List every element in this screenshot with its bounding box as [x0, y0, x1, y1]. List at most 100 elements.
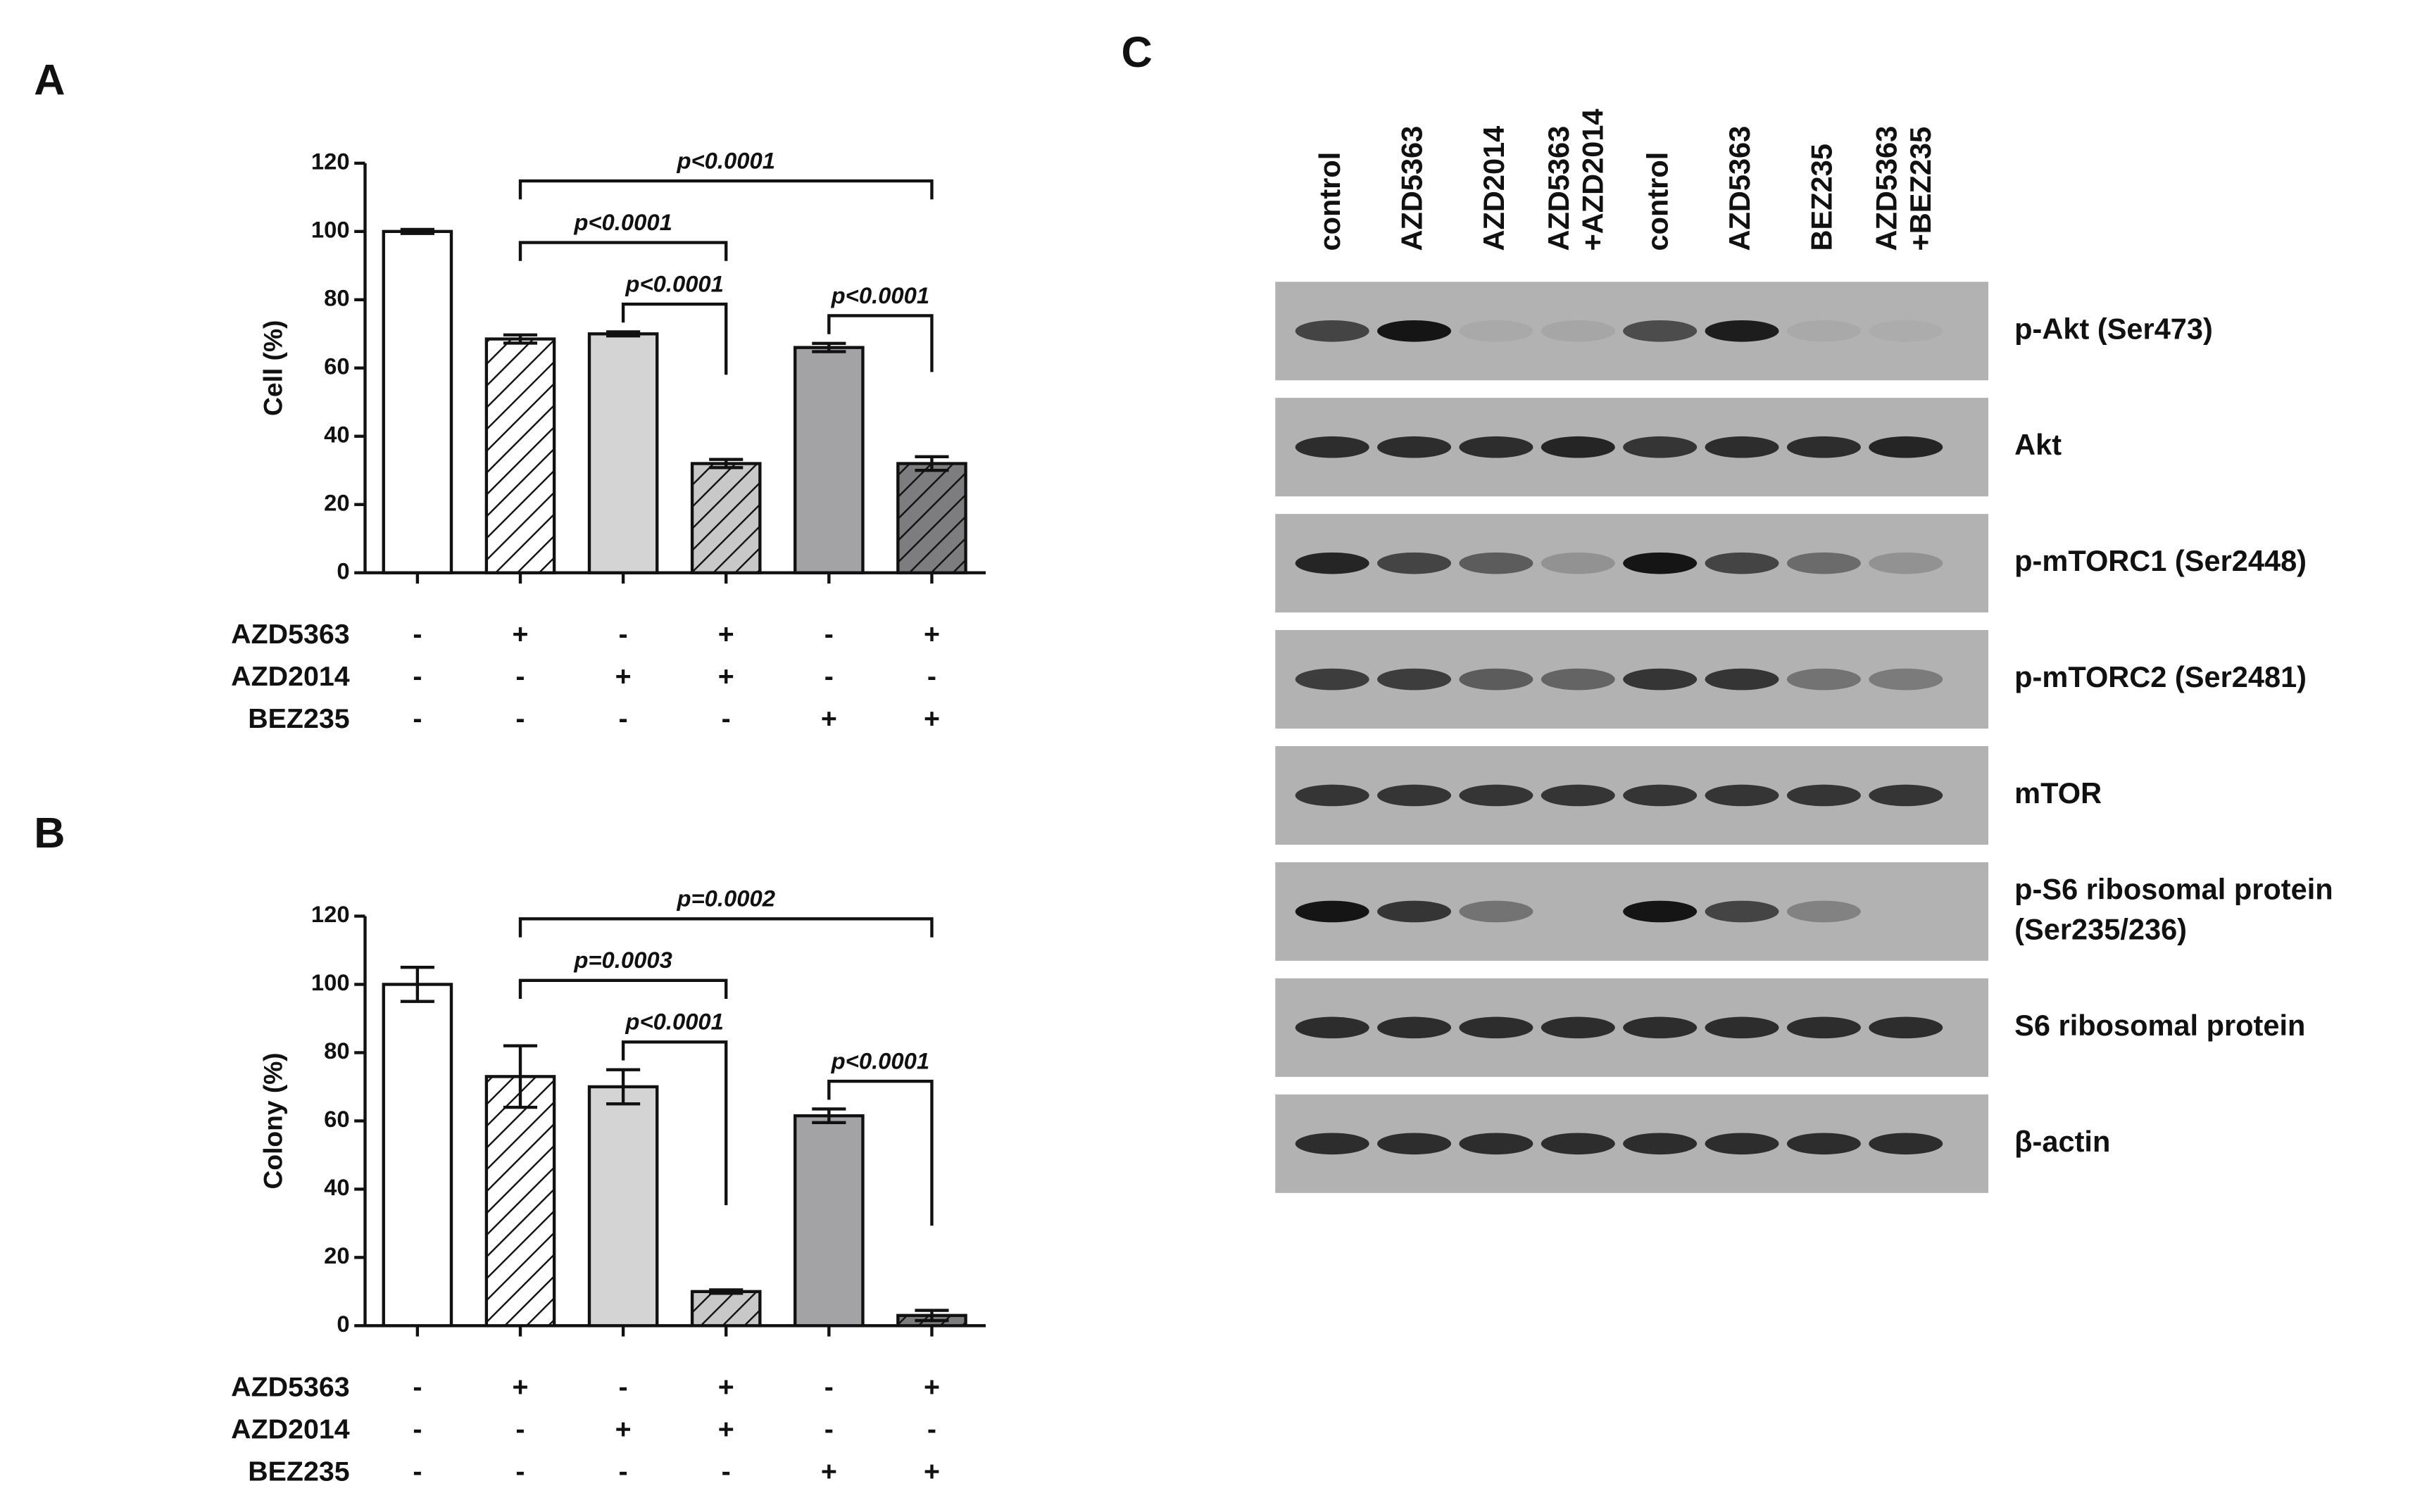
band: [1623, 668, 1698, 691]
band: [1786, 900, 1861, 923]
y-tick-label: 0: [337, 1311, 349, 1337]
lane-label: BEZ235: [1805, 144, 1838, 251]
treatment-mark: -: [515, 1456, 525, 1487]
error-bar: [812, 341, 846, 353]
y-tick-label: 0: [337, 557, 349, 584]
treatment-mark: -: [619, 1371, 628, 1402]
y-tick-label: 60: [324, 1106, 349, 1132]
p-value: p<0.0001: [831, 282, 930, 308]
significance-bracket: [518, 978, 728, 1000]
bar: [794, 346, 865, 574]
row-label: β-actin: [2014, 1125, 2110, 1158]
band: [1541, 436, 1615, 458]
band: [1623, 320, 1698, 342]
band: [1377, 1016, 1452, 1039]
band: [1869, 436, 1943, 458]
y-tick-label: 40: [324, 1174, 349, 1200]
lane-label: AZD5363: [1395, 126, 1429, 251]
y-axis-label: Cell (%): [258, 320, 287, 416]
treatment-name: AZD2014: [231, 1414, 350, 1445]
p-value: p<0.0001: [625, 270, 723, 296]
lane-label: +AZD2014: [1576, 108, 1609, 251]
p-value: p<0.0001: [676, 147, 774, 173]
band: [1541, 552, 1615, 574]
band: [1541, 1016, 1615, 1039]
significance-bracket: [518, 241, 728, 261]
band: [1377, 552, 1452, 574]
treatment-mark: -: [413, 1414, 422, 1445]
treatment-mark: -: [927, 661, 936, 692]
lane-label: AZD5363: [1542, 126, 1575, 251]
row-label: p-mTORC1 (Ser2448): [2014, 544, 2307, 577]
y-tick-label: 20: [324, 1242, 349, 1268]
error-bar: [503, 1044, 538, 1109]
band: [1541, 784, 1615, 807]
band: [1705, 1016, 1779, 1039]
significance-bracket: [621, 302, 728, 375]
treatment-mark: -: [824, 661, 834, 692]
bar: [484, 337, 556, 574]
treatment-mark: +: [512, 619, 528, 650]
band: [1377, 668, 1452, 691]
significance-bracket: [827, 1079, 934, 1226]
treatment-mark: -: [619, 703, 628, 734]
bar: [690, 1290, 762, 1328]
row-label: p-mTORC2 (Ser2481): [2014, 660, 2307, 693]
band: [1541, 1133, 1615, 1155]
treatment-mark: +: [821, 1456, 837, 1487]
band: [1377, 436, 1452, 458]
lane-label: AZD5363: [1870, 126, 1903, 251]
lane-label: AZD2014: [1477, 126, 1510, 251]
band: [1869, 1133, 1943, 1155]
error-bar: [606, 330, 641, 338]
row-label: p-Akt (Ser473): [2014, 312, 2213, 345]
treatment-mark: +: [718, 619, 734, 650]
treatment-mark: -: [824, 619, 834, 650]
bar: [587, 1085, 659, 1328]
band: [1623, 436, 1698, 458]
treatment-mark: +: [924, 1456, 940, 1487]
row-label: S6 ribosomal protein: [2014, 1009, 2305, 1042]
lane-label: control: [1641, 152, 1674, 251]
band: [1623, 784, 1698, 807]
treatment-mark: +: [924, 703, 940, 734]
treatment-mark: +: [718, 1414, 734, 1445]
panel-letter: C: [1122, 28, 1153, 76]
treatment-mark: -: [515, 1414, 525, 1445]
band: [1295, 900, 1369, 923]
band: [1295, 784, 1369, 807]
band: [1377, 900, 1452, 923]
y-tick-label: 120: [311, 901, 350, 927]
treatment-name: BEZ235: [248, 1456, 349, 1487]
lane-label: AZD5363: [1723, 126, 1756, 251]
bar: [484, 1075, 556, 1328]
band: [1377, 784, 1452, 807]
band: [1459, 436, 1533, 458]
band: [1869, 552, 1943, 574]
band: [1295, 668, 1369, 691]
band: [1459, 784, 1533, 807]
band: [1377, 1133, 1452, 1155]
treatment-mark: -: [413, 661, 422, 692]
error-bar: [400, 966, 434, 1003]
band: [1623, 1133, 1698, 1155]
treatment-mark: -: [824, 1414, 834, 1445]
treatment-mark: +: [615, 1414, 632, 1445]
error-bar: [606, 1068, 641, 1106]
treatment-mark: +: [924, 1371, 940, 1402]
band: [1869, 668, 1943, 691]
band: [1705, 784, 1779, 807]
band: [1295, 436, 1369, 458]
treatment-mark: -: [413, 1456, 422, 1487]
treatment-mark: +: [924, 619, 940, 650]
band: [1459, 320, 1533, 342]
error-bar: [915, 455, 949, 472]
significance-bracket: [518, 917, 934, 938]
band: [1377, 320, 1452, 342]
error-bar: [915, 1309, 949, 1323]
p-value: p<0.0001: [831, 1047, 930, 1073]
band: [1705, 552, 1779, 574]
treatment-name: BEZ235: [248, 703, 349, 734]
